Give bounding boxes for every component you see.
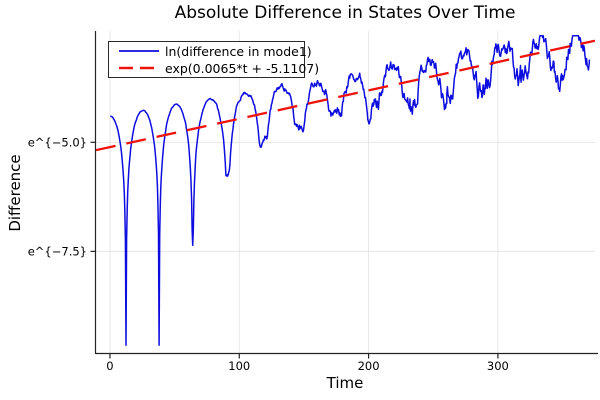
legend-label-fit: exp(0.0065*t + -5.1107)	[165, 60, 320, 76]
y-axis-label: Difference	[6, 154, 24, 232]
chart-title: Absolute Difference in States Over Time	[174, 3, 516, 23]
x-axis-label: Time	[326, 374, 364, 392]
legend: ln(difference in mode1) exp(0.0065*t + -…	[108, 41, 319, 78]
grid-lines	[96, 31, 595, 354]
y-tick-label: e^{−5.0}	[28, 135, 87, 149]
fit-line	[96, 39, 595, 152]
axes: 0 100 200 300 e^{−5.0} e^{−7.5}	[28, 31, 598, 373]
legend-dashed-line-icon	[119, 66, 159, 70]
y-tick-label: e^{−7.5}	[28, 244, 87, 258]
x-tick-label: 100	[228, 359, 250, 373]
legend-entry-difference: ln(difference in mode1)	[118, 43, 312, 59]
difference-series-line	[110, 35, 591, 346]
x-tick-label: 200	[358, 359, 380, 373]
legend-entry-fit: exp(0.0065*t + -5.1107)	[118, 60, 319, 76]
legend-solid-line-icon	[119, 50, 159, 52]
legend-label-difference: ln(difference in mode1)	[165, 43, 312, 59]
x-tick-label: 0	[106, 359, 113, 373]
x-tick-label: 300	[487, 359, 509, 373]
